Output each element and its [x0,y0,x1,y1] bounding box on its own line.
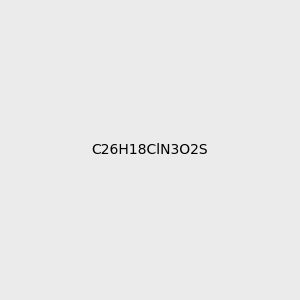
Text: C26H18ClN3O2S: C26H18ClN3O2S [92,143,208,157]
